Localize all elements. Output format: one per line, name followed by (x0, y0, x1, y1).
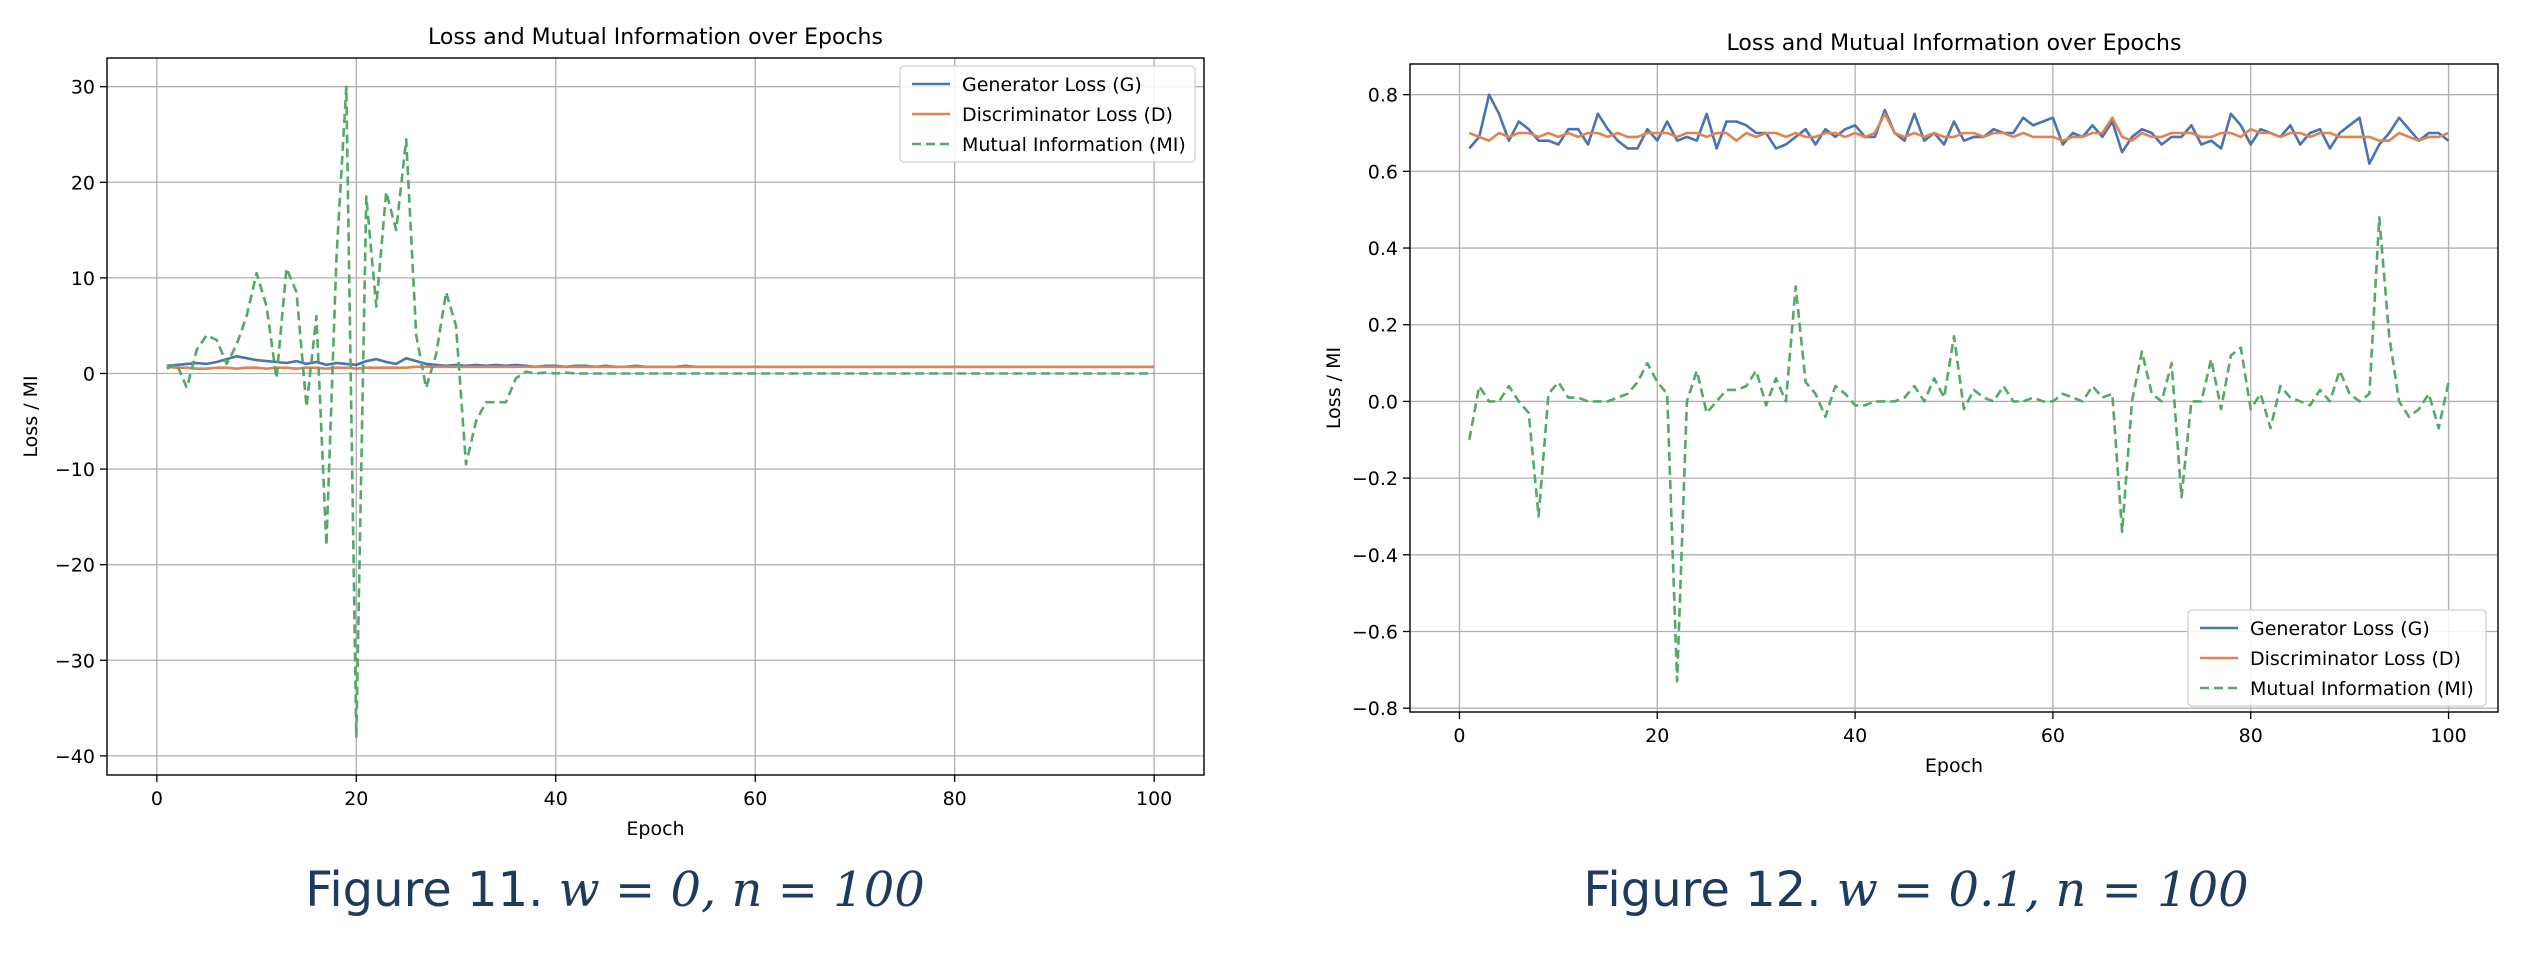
legend-box (899, 65, 1196, 163)
x-tick-label: 0 (151, 788, 163, 810)
legend-label: Discriminator Loss (D) (962, 104, 1173, 126)
y-tick-label: 0.8 (1368, 85, 1398, 107)
x-axis-label: Epoch (626, 818, 684, 840)
x-tick-label: 80 (2239, 725, 2263, 747)
y-tick-label: −0.6 (1352, 621, 1398, 643)
caption-math: w = 0, n = 100 (558, 862, 925, 918)
y-tick-label: −0.8 (1352, 698, 1398, 720)
y-tick-label: −0.4 (1352, 545, 1398, 567)
y-tick-label: 20 (71, 172, 95, 194)
legend-label: Generator Loss (G) (962, 74, 1142, 96)
y-tick-label: −0.2 (1352, 468, 1398, 490)
series-line-generator (1468, 93, 2450, 165)
legend-label: Mutual Information (MI) (962, 134, 1186, 156)
legend-label: Mutual Information (MI) (2250, 678, 2474, 700)
y-axis-label: Loss / MI (20, 375, 42, 457)
figure-11: 0 20 40 60 80 100 −40 −30 −20 −10 0 10 20 30 Loss and … (0, 0, 1230, 954)
y-axis-label: Loss / MI (1323, 347, 1345, 429)
y-tick-label: −30 (55, 650, 95, 672)
y-tick-label: 0.4 (1368, 238, 1398, 260)
legend-label: Discriminator Loss (D) (2250, 648, 2461, 670)
y-tick-label: 30 (71, 77, 95, 99)
x-tick-label: 40 (544, 788, 568, 810)
caption-label: Figure 12. (1583, 862, 1822, 918)
chart-loss-mi-w0: 0 20 40 60 80 100 −40 −30 −20 −10 0 10 20 30 Loss and … (20, 25, 1205, 840)
caption-figure-12: Figure 12. w = 0.1, n = 100 (1300, 862, 2532, 918)
series-line-mutual-information (1468, 216, 2450, 683)
x-tick-label: 20 (344, 788, 368, 810)
chart-loss-mi-w01: 0 20 40 60 80 100 −0.8 −0.6 −0.4 −0.2 0.0 0.2 0.4 0.6… (1323, 31, 2499, 777)
x-tick-label: 60 (2041, 725, 2065, 747)
x-tick-label: 0 (1453, 725, 1465, 747)
series-line-discriminator (166, 365, 1155, 371)
y-tick-label: 0.0 (1368, 391, 1398, 413)
caption-figure-11: Figure 11. w = 0, n = 100 (0, 862, 1230, 918)
figure-12: 0 20 40 60 80 100 −0.8 −0.6 −0.4 −0.2 0.0 0.2 0.4 0.6… (1300, 0, 2532, 954)
y-tick-label: −20 (55, 555, 95, 577)
x-tick-label: 100 (2430, 725, 2466, 747)
caption-label: Figure 11. (305, 862, 544, 918)
x-tick-label: 60 (743, 788, 767, 810)
legend: Generator Loss (G) Discriminator Loss (D)… (899, 65, 1196, 163)
y-tick-label: 0.2 (1368, 315, 1398, 337)
legend: Generator Loss (G) Discriminator Loss (D)… (2187, 609, 2487, 707)
plot-frame (106, 57, 1205, 776)
caption-math: w = 0.1, n = 100 (1836, 862, 2249, 918)
y-tick-label: 0 (83, 363, 95, 385)
series-line-discriminator (1468, 112, 2449, 142)
legend-box (2187, 609, 2487, 707)
legend-label: Generator Loss (G) (2250, 618, 2430, 640)
x-tick-label: 20 (1645, 725, 1669, 747)
x-tick-label: 80 (943, 788, 967, 810)
x-axis-label: Epoch (1925, 755, 1983, 777)
plot-frame (1409, 63, 2499, 713)
grid (107, 58, 1204, 775)
y-tick-label: 10 (71, 268, 95, 290)
y-tick-label: −40 (55, 746, 95, 768)
series-line-generator (166, 354, 1155, 369)
grid (1410, 64, 2498, 712)
x-tick-label: 40 (1843, 725, 1867, 747)
x-tick-label: 100 (1136, 788, 1172, 810)
series-line-mutual-information (166, 85, 1155, 739)
chart-title: Loss and Mutual Information over Epochs (428, 25, 883, 50)
chart-title: Loss and Mutual Information over Epochs (1727, 31, 2182, 56)
y-tick-label: −10 (55, 459, 95, 481)
y-tick-label: 0.6 (1368, 161, 1398, 183)
